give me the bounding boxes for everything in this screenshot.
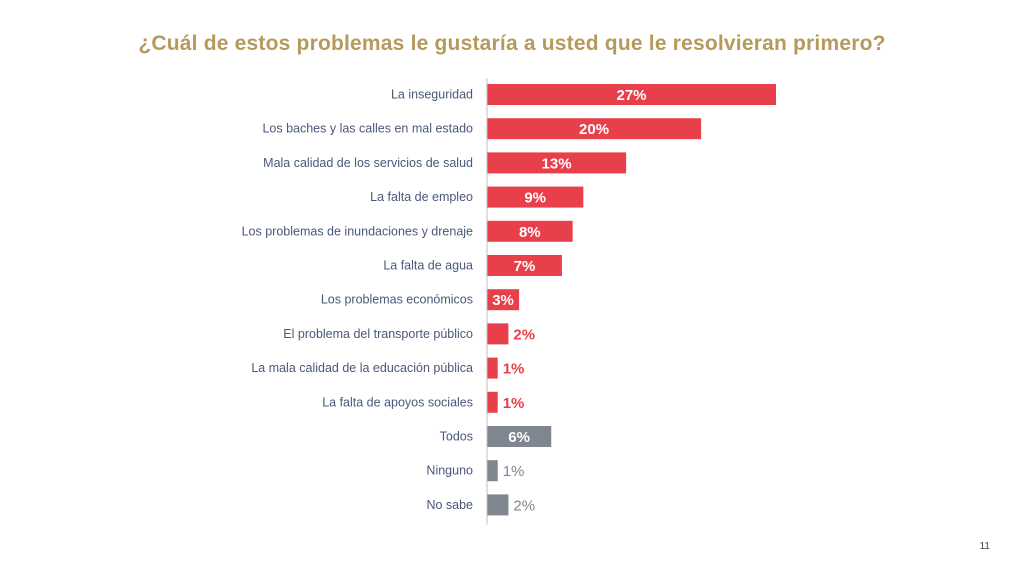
- value-labels-layer: 27% 20% 13% 9% 8% 7%3% 2% 1% 1% 6% 1% 2%: [492, 87, 646, 514]
- bars-layer: [487, 84, 776, 516]
- category-labels-layer: La inseguridad Los baches y las calles en…: [242, 88, 473, 512]
- value-label: 1%: [503, 361, 525, 378]
- bar: [487, 118, 702, 140]
- value-label: 1%: [503, 463, 525, 480]
- value-label: 6%: [508, 429, 530, 446]
- bar: [487, 494, 509, 516]
- category-label: Mala calidad de los servicios de salud: [263, 156, 473, 170]
- bar: [487, 460, 498, 482]
- value-label: 1%: [503, 395, 525, 412]
- category-label: La falta de agua: [383, 259, 473, 273]
- value-label: 13%: [542, 155, 572, 172]
- bar: [487, 426, 552, 447]
- value-label: 27%: [616, 87, 646, 104]
- value-label: 9%: [524, 190, 546, 207]
- category-label: La mala calidad de la educación pública: [251, 361, 473, 375]
- bar: [487, 84, 776, 105]
- bar: [487, 391, 498, 413]
- value-label: 7%: [514, 258, 536, 275]
- category-label: Los problemas de inundaciones y drenaje: [242, 224, 473, 238]
- bar: [487, 357, 498, 379]
- slide-title: ¿Cuál de estos problemas le gustaría a u…: [138, 32, 886, 55]
- category-label: Los baches y las calles en mal estado: [262, 122, 473, 136]
- value-label: 3%: [492, 292, 514, 309]
- category-label: La falta de empleo: [370, 190, 473, 204]
- page-number: 11: [979, 541, 990, 552]
- category-label: La inseguridad: [391, 88, 473, 102]
- category-label: Los problemas económicos: [321, 293, 473, 307]
- bar: [487, 220, 573, 242]
- category-label: No sabe: [426, 498, 473, 512]
- value-label: 2%: [513, 326, 535, 343]
- value-label: 20%: [579, 121, 609, 138]
- bar: [487, 186, 584, 208]
- value-label: 8%: [519, 224, 541, 241]
- category-label: Todos: [440, 430, 473, 444]
- category-label: Ninguno: [426, 464, 473, 478]
- bar: [487, 323, 509, 345]
- bar: [487, 255, 562, 276]
- category-label: El problema del transporte público: [283, 327, 473, 341]
- category-label: La falta de apoyos sociales: [322, 395, 473, 409]
- bar: [487, 152, 627, 174]
- value-label: 2%: [513, 497, 535, 514]
- bar: [487, 289, 520, 311]
